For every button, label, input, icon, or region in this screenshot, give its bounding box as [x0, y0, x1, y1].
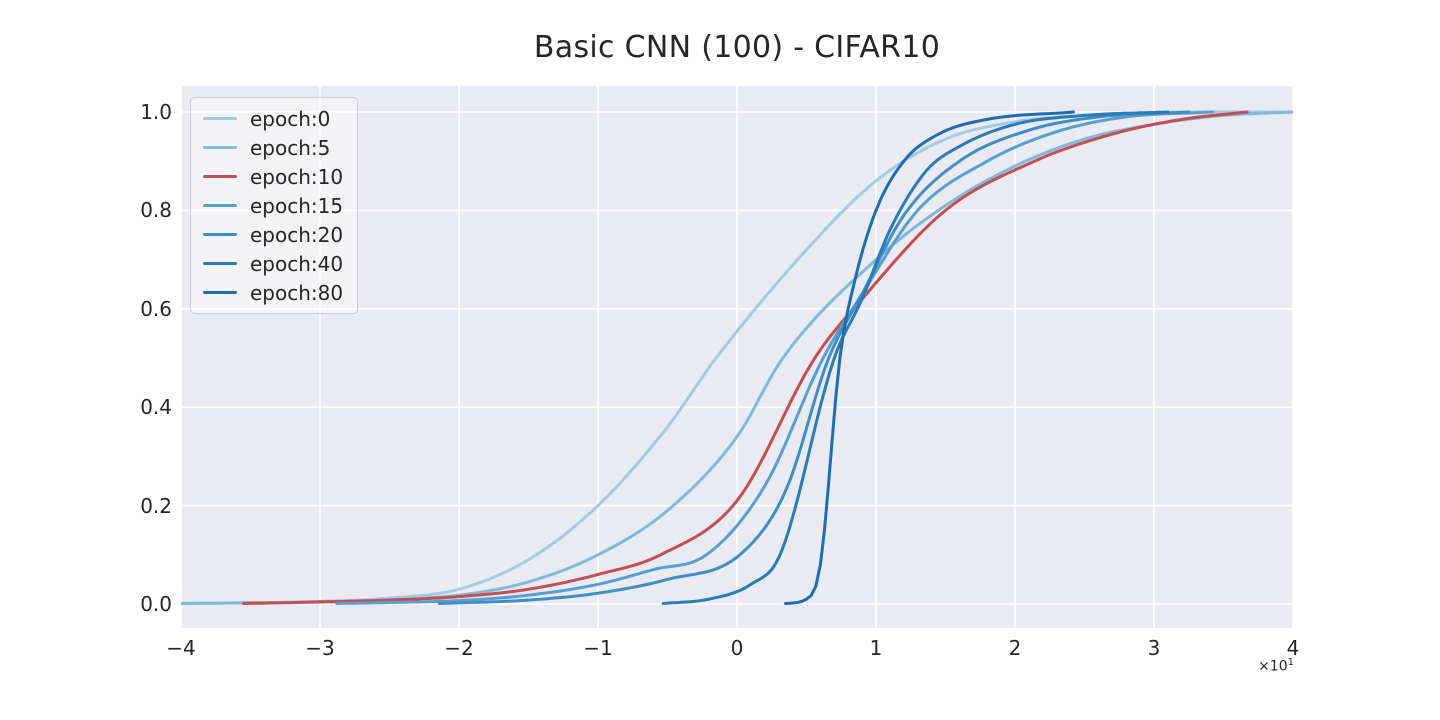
- y-tick-label-3: 0.6: [140, 296, 172, 321]
- x-tick-label-4: 0: [730, 636, 744, 660]
- chart-title: Basic CNN (100) - CIFAR10: [533, 30, 941, 65]
- legend-line-swatch: [203, 145, 237, 150]
- legend-label: epoch:5: [250, 135, 331, 160]
- series-line-epoch-15: [335, 110, 1214, 605]
- x-tick-label-5: 1: [869, 636, 883, 660]
- legend-item-epoch-80: epoch:80: [191, 278, 357, 307]
- legend-line-swatch: [203, 174, 237, 179]
- y-tick-label-2: 0.4: [140, 395, 172, 420]
- x-tick-label-3: −1: [583, 636, 613, 660]
- legend: epoch:0 epoch:5 epoch:10 epoch:15 epoch:20 ep…: [190, 97, 358, 314]
- legend-line-swatch: [203, 232, 237, 237]
- x-tick-label-1: −3: [305, 636, 335, 660]
- legend-label: epoch:80: [250, 280, 344, 305]
- legend-label: epoch:15: [250, 193, 344, 218]
- y-tick-label-1: 0.2: [140, 493, 172, 518]
- series-line-epoch-80: [784, 110, 1075, 605]
- series-line-epoch-20: [438, 110, 1191, 605]
- x-tick-label-7: 3: [1147, 636, 1161, 660]
- legend-line-swatch: [203, 261, 237, 266]
- series-line-epoch-40: [661, 110, 1170, 605]
- legend-label: epoch:10: [250, 164, 344, 189]
- legend-line-swatch: [203, 116, 237, 121]
- x-tick-label-2: −2: [444, 636, 474, 660]
- legend-item-epoch-0: epoch:0: [191, 104, 357, 133]
- x-tick-label-8: 4: [1286, 636, 1300, 660]
- legend-item-epoch-20: epoch:20: [191, 220, 357, 249]
- x-tick-label-0: −4: [166, 636, 196, 660]
- legend-label: epoch:20: [250, 222, 344, 247]
- legend-line-swatch: [203, 290, 237, 295]
- legend-item-epoch-5: epoch:5: [191, 133, 357, 162]
- x-axis-offset-label: ×101: [1194, 657, 1294, 675]
- offset-base: ×10: [1258, 658, 1288, 675]
- series-line-epoch-10: [242, 110, 1249, 605]
- legend-label: epoch:40: [250, 251, 344, 276]
- y-tick-label-5: 1.0: [140, 100, 172, 124]
- plot-area: epoch:0 epoch:5 epoch:10 epoch:15 epoch:20 ep…: [181, 86, 1293, 628]
- legend-item-epoch-15: epoch:15: [191, 191, 357, 220]
- legend-label: epoch:0: [250, 106, 331, 131]
- legend-item-epoch-40: epoch:40: [191, 249, 357, 278]
- offset-exponent: 1: [1287, 657, 1294, 668]
- x-tick-label-6: 2: [1008, 636, 1022, 660]
- legend-item-epoch-10: epoch:10: [191, 162, 357, 191]
- plot-svg: [181, 86, 1293, 628]
- y-tick-label-4: 0.8: [140, 198, 172, 223]
- y-tick-label-0: 0.0: [140, 592, 172, 616]
- legend-line-swatch: [203, 203, 237, 208]
